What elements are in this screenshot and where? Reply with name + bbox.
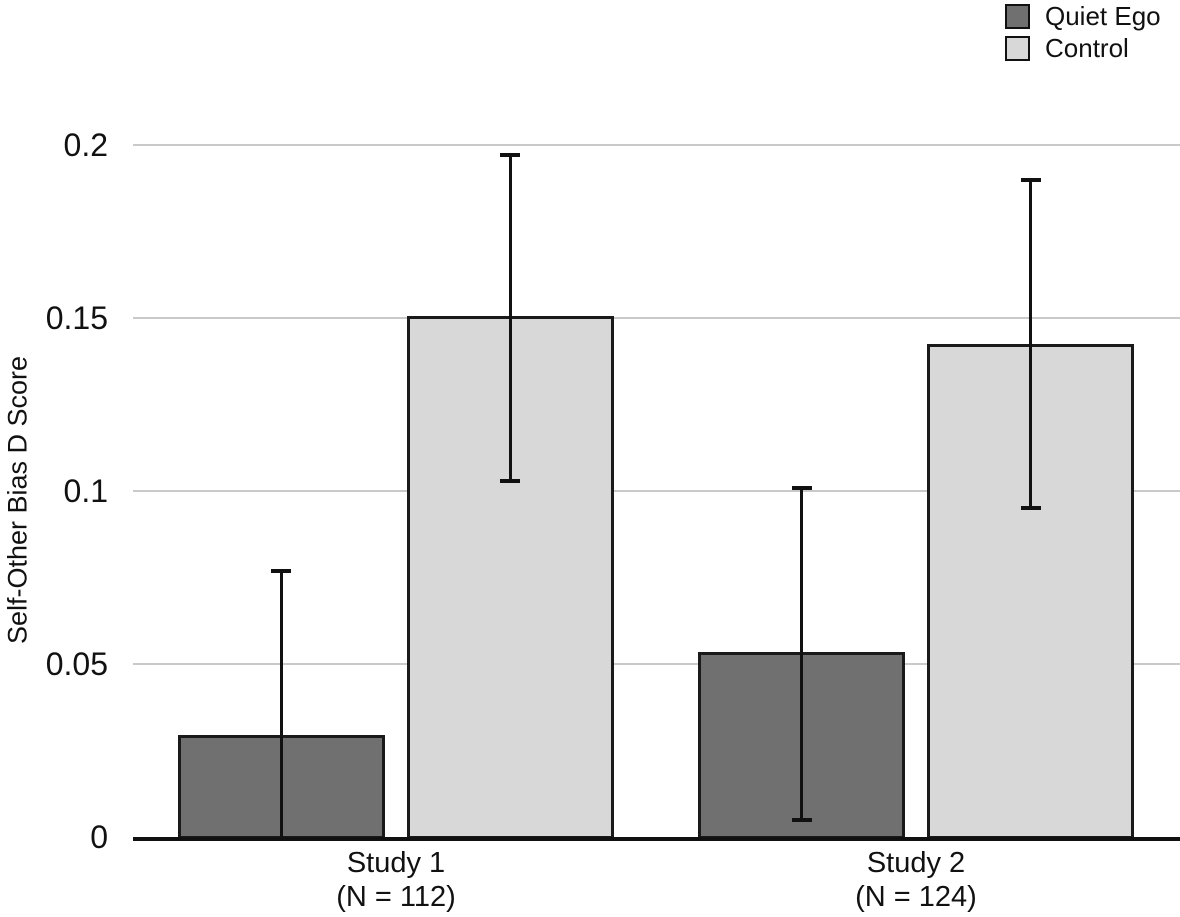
legend-item-quiet-ego: Quiet Ego xyxy=(1005,2,1161,30)
legend-label-quiet-ego: Quiet Ego xyxy=(1045,1,1161,31)
error-bar-control-study-1-line xyxy=(509,155,512,481)
error-bar-control-study-2-cap-bottom xyxy=(1021,506,1041,510)
xtick-sublabel: (N = 112) xyxy=(336,881,456,913)
ytick-0.1: 0.1 xyxy=(63,473,108,509)
gridline-0.15 xyxy=(133,317,1180,319)
error-bar-control-study-1-cap-top xyxy=(500,153,520,157)
error-bar-quiet-ego-study-2-line xyxy=(800,488,803,820)
xtick-label: Study 2 xyxy=(866,847,966,879)
gridline-0.1 xyxy=(133,490,1180,492)
error-bar-quiet-ego-study-1-line xyxy=(280,571,283,837)
xtick-sublabel: (N = 124) xyxy=(855,881,977,913)
legend-swatch-control xyxy=(1005,35,1030,61)
y-axis-title: Self-Other Bias D Score xyxy=(2,355,33,645)
x-axis-line xyxy=(133,837,1180,841)
error-bar-control-study-2-cap-top xyxy=(1021,178,1041,182)
xtick-label: Study 1 xyxy=(346,847,446,879)
gridline-0.2 xyxy=(133,144,1180,146)
legend-item-control: Control xyxy=(1005,34,1161,62)
error-bar-quiet-ego-study-2-cap-bottom xyxy=(792,818,812,822)
error-bar-control-study-1-cap-bottom xyxy=(500,479,520,483)
error-bar-control-study-2-line xyxy=(1029,180,1032,508)
gridline-0.05 xyxy=(133,663,1180,665)
error-bar-quiet-ego-study-2-cap-top xyxy=(792,486,812,490)
xtick-study-1: Study 1 (N = 112) xyxy=(276,846,516,914)
xtick-study-2: Study 2 (N = 124) xyxy=(796,846,1036,914)
legend: Quiet Ego Control xyxy=(1005,2,1161,62)
legend-label-control: Control xyxy=(1045,33,1129,63)
legend-swatch-quiet-ego xyxy=(1005,3,1030,29)
ytick-0: 0 xyxy=(90,819,108,855)
ytick-0.05: 0.05 xyxy=(45,646,108,682)
error-bar-quiet-ego-study-1-cap-top xyxy=(271,569,291,573)
ytick-0.15: 0.15 xyxy=(45,300,108,336)
ytick-0.2: 0.2 xyxy=(63,127,108,163)
